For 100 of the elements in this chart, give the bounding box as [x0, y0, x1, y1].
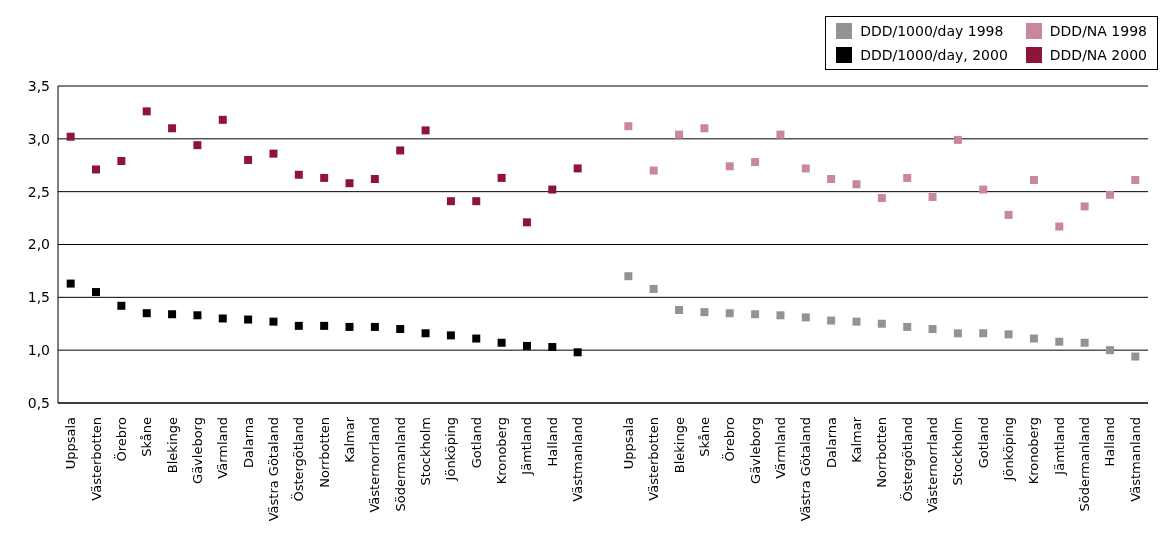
point: [193, 311, 202, 320]
x-tick-label: Västernorrland: [925, 417, 941, 513]
point: [472, 334, 481, 343]
point: [117, 157, 126, 166]
x-tick-label: Blekinge: [164, 417, 180, 474]
y-tick-label: 2,0: [27, 236, 50, 253]
x-tick-label: Örebro: [721, 416, 738, 462]
point: [218, 115, 227, 124]
point: [168, 124, 177, 133]
point: [294, 170, 303, 179]
point: [751, 158, 760, 167]
point: [776, 311, 785, 320]
x-tick-label: Kalmar: [342, 416, 358, 463]
point: [675, 306, 684, 315]
point: [142, 309, 151, 318]
point: [725, 309, 734, 318]
point: [700, 124, 709, 133]
x-tick-label: Norrbotten: [874, 417, 890, 488]
point: [1029, 176, 1038, 185]
x-tick-label: Värmland: [772, 417, 788, 479]
point: [168, 310, 177, 319]
point: [725, 162, 734, 171]
point: [320, 321, 329, 330]
point: [269, 317, 278, 326]
x-tick-label: Västra Götaland: [798, 417, 814, 522]
point: [497, 173, 506, 182]
x-tick-label: Gävleborg: [189, 417, 205, 484]
x-tick-label: Blekinge: [671, 417, 687, 474]
x-tick-label: Värmland: [215, 417, 231, 479]
point: [852, 180, 861, 189]
point: [92, 288, 101, 297]
x-tick-label: Halland: [544, 417, 560, 467]
point: [827, 174, 836, 183]
x-tick-label: Skåne: [139, 417, 155, 457]
point: [877, 319, 886, 328]
point: [1131, 176, 1140, 185]
point: [218, 314, 227, 323]
point: [142, 107, 151, 116]
point: [320, 173, 329, 182]
legend-label: DDD/NA 1998: [1049, 23, 1147, 39]
point: [117, 301, 126, 310]
point: [1029, 334, 1038, 343]
legend-label: DDD/1000/day 1998: [860, 23, 1004, 39]
point: [66, 132, 75, 141]
y-tick-label: 2,5: [27, 183, 50, 200]
x-tick-label: Jönköping: [1001, 417, 1017, 482]
x-tick-label: Södermanland: [1077, 417, 1093, 512]
point: [1080, 202, 1089, 211]
x-tick-label: Stockholm: [418, 417, 434, 486]
x-tick-label: Jönköping: [443, 417, 459, 482]
point: [801, 164, 810, 173]
point: [370, 322, 379, 331]
point: [396, 325, 405, 334]
x-tick-label: Norrbotten: [316, 417, 332, 488]
x-tick-label: Uppsala: [63, 417, 79, 470]
x-tick-label: Östergötland: [290, 417, 307, 502]
point: [421, 329, 430, 338]
point: [244, 155, 253, 164]
y-tick-label: 1,5: [27, 289, 50, 306]
point: [244, 315, 253, 324]
point: [193, 141, 202, 150]
x-tick-label: Östergötland: [898, 417, 915, 502]
point: [1004, 210, 1013, 219]
point: [1105, 346, 1114, 355]
point: [1131, 352, 1140, 361]
point: [953, 135, 962, 144]
point: [522, 218, 531, 227]
x-tick-label: Västerbotten: [88, 417, 104, 501]
x-tick-label: Gotland: [975, 417, 991, 469]
point: [548, 185, 557, 194]
x-tick-label: Södermanland: [392, 417, 408, 512]
point: [624, 122, 633, 131]
point: [548, 343, 557, 351]
point: [928, 192, 937, 201]
x-tick-label: Dalarna: [823, 417, 839, 468]
x-tick-label: Gotland: [468, 417, 484, 469]
y-tick-label: 3,0: [27, 130, 50, 147]
x-tick-label: Västmanland: [570, 417, 586, 502]
legend-label: DDD/1000/day, 2000: [860, 47, 1008, 63]
point: [92, 165, 101, 174]
x-tick-label: Jämtland: [1051, 417, 1067, 476]
point: [903, 173, 912, 182]
point: [1055, 222, 1064, 231]
point: [624, 272, 633, 281]
point: [649, 166, 658, 175]
point: [979, 329, 988, 338]
point: [1055, 337, 1064, 346]
point: [1080, 338, 1089, 347]
point: [1105, 190, 1114, 199]
x-tick-label: Örebro: [112, 416, 129, 462]
point: [345, 179, 354, 188]
point: [979, 185, 988, 194]
x-tick-label: Västerbotten: [646, 417, 662, 501]
point: [396, 146, 405, 155]
point: [852, 317, 861, 326]
point: [675, 130, 684, 139]
x-tick-label: Gävleborg: [747, 417, 763, 484]
point: [877, 194, 886, 203]
point: [472, 197, 481, 206]
point: [370, 174, 379, 183]
